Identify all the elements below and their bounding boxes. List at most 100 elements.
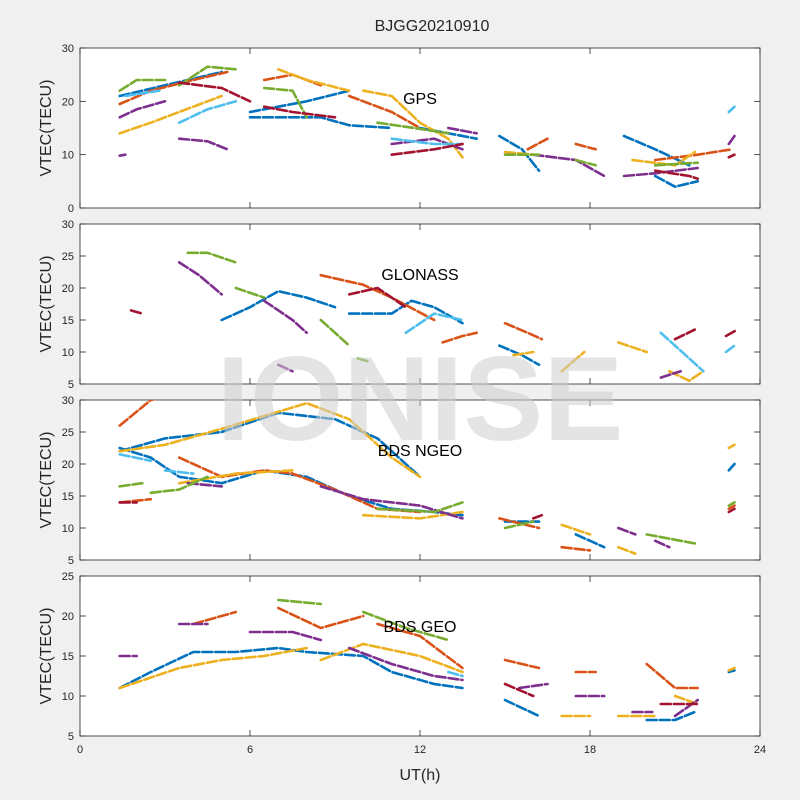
x-axis-label: UT(h) [400,767,441,784]
vtec-arc-20 [724,344,736,354]
vtec-arc-18 [248,630,323,642]
vtec-arc-10 [118,646,308,690]
vtec-arc-3 [574,533,606,549]
vtec-arc-5 [622,134,691,167]
y-tick-label: 10 [62,523,74,535]
vtec-arc-14 [560,523,592,536]
panel-3: 5 10 15 20 25 0 6 12 18 24 VTEC(TECU) BDS GEO [38,571,766,756]
y-tick-label: 10 [62,150,74,162]
vtec-arc-36 [727,105,736,114]
x-tick-label: 0 [77,744,83,756]
vtec-arc-6 [512,350,535,357]
y-axis-label: VTEC(TECU) [38,256,55,353]
y-tick-label: 15 [62,651,74,663]
vtec-arc-24 [118,153,127,157]
panel-2: 5 10 15 20 25 30 VTEC(TECU) BDS NGEO [38,395,761,567]
vtec-arc-24 [724,328,739,338]
vtec-arc-19 [177,137,229,151]
vtec-arc-14 [277,68,351,92]
vtec-arc-6 [376,622,464,670]
series-group [118,400,736,555]
vtec-arc-23 [673,698,699,718]
vtec-arc-32 [653,161,699,167]
y-tick-label: 25 [62,251,74,263]
vtec-arc-11 [574,142,597,151]
vtec-arc-4 [441,331,478,344]
vtec-arc-10 [526,137,549,151]
vtec-arc-4 [192,610,238,626]
y-tick-label: 10 [62,691,74,703]
vtec-arc-31 [727,507,736,514]
y-tick-label: 20 [62,611,74,623]
vtec-arc-28 [262,86,308,119]
x-tick-label: 24 [754,744,766,756]
vtec-arc-8 [617,341,648,354]
vtec-arc-17 [356,357,371,363]
vtec-arc-16 [727,443,736,450]
series-group [118,598,736,722]
vtec-arc-12 [277,363,294,373]
vtec-arc-1 [503,698,541,718]
watermark-text: IONISE [217,332,624,466]
vtec-arc-37 [177,81,252,103]
vtec-arc-10 [727,504,736,511]
y-tick-label: 20 [62,459,74,471]
vtec-arc-2 [498,344,541,367]
vtec-arc-18 [404,312,464,335]
x-tick-label: 12 [414,744,426,756]
vtec-arc-9 [668,369,705,383]
y-axis-label: VTEC(TECU) [38,608,55,705]
vtec-arc-11 [319,642,464,674]
vtec-arc-23 [673,328,697,341]
vtec-arc-11 [262,299,308,335]
vtec-arc-18 [319,485,464,520]
vtec-arc-20 [517,682,549,690]
x-tick-label: 6 [247,744,253,756]
vtec-arc-34 [124,89,161,98]
vtec-arc-35 [390,137,464,146]
panel-label: GPS [403,91,437,108]
series-group [118,65,736,188]
vtec-arc-21 [447,126,478,135]
vtec-arc-5 [277,606,365,630]
y-tick-label: 25 [62,427,74,439]
vtec-arc-16 [319,318,351,347]
vtec-arc-0 [220,289,337,322]
vtec-arc-25 [645,533,699,546]
vtec-arc-26 [447,670,464,678]
vtec-arc-23 [376,501,464,514]
vtec-arc-21 [129,309,144,315]
vtec-arc-26 [118,78,167,92]
vtec-arc-28 [163,469,195,475]
panel-label: BDS GEO [384,619,457,636]
y-tick-label: 30 [62,395,74,407]
vtec-arc-4 [727,462,736,472]
y-tick-label: 10 [62,347,74,359]
vtec-arc-19 [659,331,705,373]
panels-group: 0 10 20 30 VTEC(TECU) GPS 5 10 15 20 25 30 VTEC(TECU… [38,43,766,756]
vtec-arc-38 [262,105,337,119]
vtec-arc-30 [532,513,544,520]
vtec-arc-40 [653,169,699,180]
vtec-arc-2 [645,710,697,722]
panel-1: 5 10 15 20 25 30 VTEC(TECU) GLONASS [38,219,761,391]
vtec-arc-18 [118,100,167,119]
y-tick-label: 5 [68,379,74,391]
vtec-arc-9 [347,94,422,130]
vtec-arc-27 [503,682,535,698]
y-axis-label: VTEC(TECU) [38,432,55,529]
y-tick-label: 15 [62,315,74,327]
vtec-arc-3 [319,273,436,322]
vtec-arc-31 [574,158,597,167]
y-tick-label: 0 [68,203,74,215]
vtec-arc-14 [186,251,238,264]
vtec-arc-24 [503,520,535,530]
vtec-arc-5 [503,321,544,341]
vtec-arc-15 [234,286,266,299]
panel-0: 0 10 20 30 VTEC(TECU) GPS [38,43,761,215]
y-tick-label: 5 [68,555,74,567]
vtec-arc-4 [498,134,541,172]
vtec-arc-20 [653,539,671,549]
vtec-arc-15 [617,545,637,555]
